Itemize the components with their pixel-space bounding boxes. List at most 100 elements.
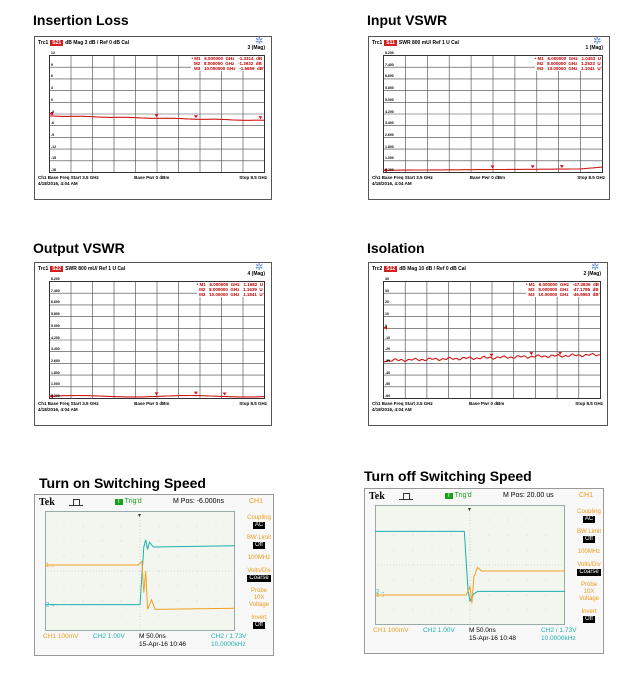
menu-item-label: Coupling: [247, 515, 271, 521]
y-tick-label: 5.000: [51, 323, 60, 328]
scope-screen: 1→ 2→ ▾: [45, 511, 235, 631]
measurement-trace: [383, 166, 603, 171]
measurement-trace: [383, 352, 601, 363]
footer-stop: Stop 8.5 GHz: [575, 401, 603, 406]
isolation-title: Isolation: [367, 240, 425, 256]
measurement-trace: [49, 394, 265, 398]
format-label: dB Mag 3 dB / Ref 0 dB Cal: [65, 40, 130, 46]
capture-date: 15-Apr-16 10:46: [139, 641, 186, 648]
menu-item-label: 100MHz: [577, 549, 601, 555]
y-tick-label: 6: [51, 74, 53, 79]
y-tick-label: -3: [51, 109, 55, 114]
menu-item[interactable]: BW Limit Off: [569, 529, 609, 543]
format-label: SWR 800 mU/ Ref 1 U Cal: [65, 266, 126, 272]
rs-logo-icon: ✲: [591, 262, 600, 273]
footer-stop: Stop 8.5 GHz: [239, 401, 267, 406]
measurement-trace: [49, 115, 265, 121]
footer-power: Base Pwr 0 dBm: [468, 401, 505, 406]
footer-power: Base Pwr 0 dBm: [134, 175, 170, 180]
marker-readout: • M1 6.000000 GHz 1.1682 U M2 8.000000 G…: [196, 282, 263, 297]
ch2-scale: CH2 1.00V: [423, 627, 455, 634]
y-tick-label: 7.400: [51, 288, 60, 293]
reference-marker: [383, 325, 387, 330]
menu-item[interactable]: Invert Off: [569, 609, 609, 623]
y-tick-label: 0: [51, 97, 53, 102]
rs-logo-icon: ✲: [593, 36, 602, 47]
y-tick-label: 1.800: [51, 370, 60, 375]
menu-item[interactable]: BW Limit Off: [239, 535, 279, 549]
scale-mark: 1 (Mag): [585, 45, 604, 51]
y-tick-label: 1.000: [51, 382, 60, 387]
trace-id-badge[interactable]: S11: [384, 40, 397, 46]
m-pos-readout: M Pos: -6.000ns: [173, 498, 224, 505]
vna-plot: [383, 281, 601, 399]
trace-label: Trc1: [38, 266, 49, 272]
insertion-loss-title: Insertion Loss: [33, 12, 129, 28]
y-tick-label: 0: [385, 323, 387, 328]
timestamp: 4/18/2016, 4:04 AM: [372, 181, 412, 186]
channel-label: CH1: [248, 498, 263, 505]
y-tick-label: 4.200: [51, 335, 60, 340]
marker-symbol: [558, 351, 563, 355]
marker-readout: • M1 6.000000 GHz -47.3836 dB M2 8.00000…: [525, 282, 599, 297]
menu-item-label: BW Limit: [247, 535, 271, 541]
side-menu: Coupling AC BW Limit Off 100MHz Volts/Div Coar…: [569, 509, 609, 629]
marker-symbol: [489, 353, 494, 357]
menu-item[interactable]: Volts/Div Coarse: [239, 568, 279, 582]
vna-header: Trc2 S12 dB Mag 10 dB / Ref 0 dB Cal 2 (Mag…: [372, 266, 603, 277]
marker-symbol: [193, 391, 198, 395]
marker-symbol: [193, 115, 198, 119]
menu-item[interactable]: Invert Off: [239, 615, 279, 629]
menu-item-value: Off: [253, 622, 265, 629]
footer-start: Ch1 Base Freq Start 3.5 GHz: [372, 175, 433, 180]
footer-start: Ch1 Base Freq Start 3.5 GHz: [372, 401, 433, 406]
footer-power: Base Pwr 0 dBm: [134, 401, 170, 406]
menu-item[interactable]: 100MHz: [239, 555, 279, 562]
format-label: dB Mag 10 dB / Ref 0 dB Cal: [399, 266, 466, 272]
footer-start: Ch1 Base Freq Start 3.5 GHz: [38, 175, 99, 180]
input-vswr-panel: Trc1 S11 SWR 800 mU/ Ref 1 U Cal 1 (Mag) ✲ 8.…: [368, 36, 610, 200]
menu-item-value: Off: [583, 616, 595, 623]
y-tick-label: 1.000: [385, 156, 394, 161]
menu-item-label: Volts/Div: [577, 562, 601, 568]
menu-item-value: Coarse: [247, 575, 271, 582]
y-tick-label: 30: [385, 288, 389, 293]
vna-header: Trc1 S22 SWR 800 mU/ Ref 1 U Cal 4 (Mag): [38, 266, 267, 277]
ch1-scale: CH1 100mV: [43, 633, 79, 640]
marker-symbol: [530, 165, 535, 169]
menu-item-label: 100MHz: [247, 555, 271, 561]
reference-marker: [49, 111, 53, 116]
scale-mark: 4 (Mag): [247, 271, 266, 277]
trace-id-badge[interactable]: S21: [50, 40, 64, 46]
acquisition-icon: [399, 493, 413, 500]
menu-item[interactable]: 100MHz: [569, 549, 609, 556]
menu-item[interactable]: Probe 10X Voltage: [239, 588, 279, 609]
capture-date: 15-Apr-16 10:48: [469, 635, 516, 642]
y-tick-label: 0.200: [385, 168, 394, 172]
timebase: M 50.0ns: [139, 633, 166, 640]
turn-on-scope-panel: Tek T Trig'd M Pos: -6.000ns CH1 1→ 2→ ▾ Couplin…: [34, 494, 274, 656]
y-tick-label: 6.600: [385, 74, 394, 79]
footer-stop: Stop 8.5 GHz: [577, 175, 605, 180]
isolation-panel: Trc2 S12 dB Mag 10 dB / Ref 0 dB Cal 2 (Mag…: [368, 262, 608, 426]
turn-off-scope-panel: Tek T Trig'd M Pos: 20.00 us CH1 1→ 2→ ▾ Couplin…: [364, 488, 604, 654]
trace-id-badge[interactable]: S12: [384, 266, 398, 272]
menu-item[interactable]: Coupling AC: [239, 515, 279, 529]
trace-id-badge[interactable]: S22: [50, 266, 64, 272]
trigger-frequency: 10.0000kHz: [541, 635, 576, 642]
y-tick-label: 5.000: [385, 97, 394, 102]
menu-item[interactable]: Volts/Div Coarse: [569, 562, 609, 576]
marker-symbol: [559, 165, 564, 169]
menu-item-label: Invert: [581, 609, 597, 615]
trigger-icon: T: [445, 493, 453, 499]
footer-stop: Stop 8.5 GHz: [239, 175, 267, 180]
ch2-waveform: [375, 530, 565, 603]
menu-item[interactable]: Probe 10X Voltage: [569, 582, 609, 603]
menu-item-value: Coarse: [577, 569, 601, 576]
menu-item-label: Coupling: [577, 509, 601, 515]
menu-item[interactable]: Coupling AC: [569, 509, 609, 523]
menu-item-label: Volts/Div: [247, 568, 271, 574]
footer-start: Ch1 Base Freq Start 3.5 GHz: [38, 401, 99, 406]
y-tick-label: 20: [385, 300, 389, 305]
y-tick-label: 3: [51, 86, 53, 91]
